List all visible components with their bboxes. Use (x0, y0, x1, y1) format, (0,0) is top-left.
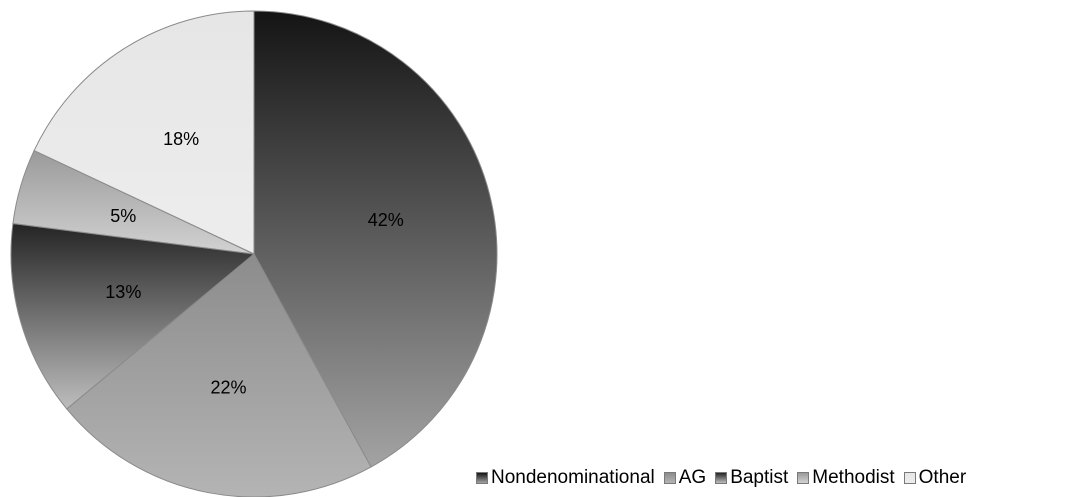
legend-item-ag: AG (663, 467, 707, 489)
legend-item-methodist: Methodist (797, 467, 895, 489)
legend-label-baptist: Baptist (730, 467, 789, 488)
pie-slice-other (33, 10, 255, 255)
legend-item-baptist: Baptist (715, 467, 788, 489)
chart-legend: Nondenominational AG Baptist Methodist Other (476, 466, 966, 490)
legend-swatch-methodist (797, 472, 810, 484)
legend-label-methodist: Methodist (812, 467, 895, 488)
legend-swatch-ag (663, 472, 676, 484)
legend-swatch-other (903, 472, 916, 484)
legend-item-other: Other (903, 467, 967, 489)
legend-label-other: Other (918, 467, 967, 488)
data-label-other: 18% (163, 129, 199, 149)
legend-item-nondenominational: Nondenominational (476, 467, 655, 489)
legend-label-nondenominational: Nondenominational (491, 467, 655, 488)
data-label-baptist: 13% (105, 282, 141, 302)
pie-data-labels: 42% 22% 13% 5% 18% (105, 129, 404, 398)
legend-swatch-baptist (715, 472, 728, 484)
legend-label-ag: AG (678, 467, 707, 488)
legend-swatch-nondenominational (476, 472, 488, 484)
pie-slice-nondenominational (253, 10, 498, 468)
pie-slice-ag (66, 253, 372, 497)
data-label-ag: 22% (210, 378, 246, 398)
pie-slices (10, 10, 498, 497)
data-label-nondenominational: 42% (368, 210, 404, 230)
pie-slice-baptist (10, 222, 256, 410)
data-label-methodist: 5% (110, 206, 136, 226)
